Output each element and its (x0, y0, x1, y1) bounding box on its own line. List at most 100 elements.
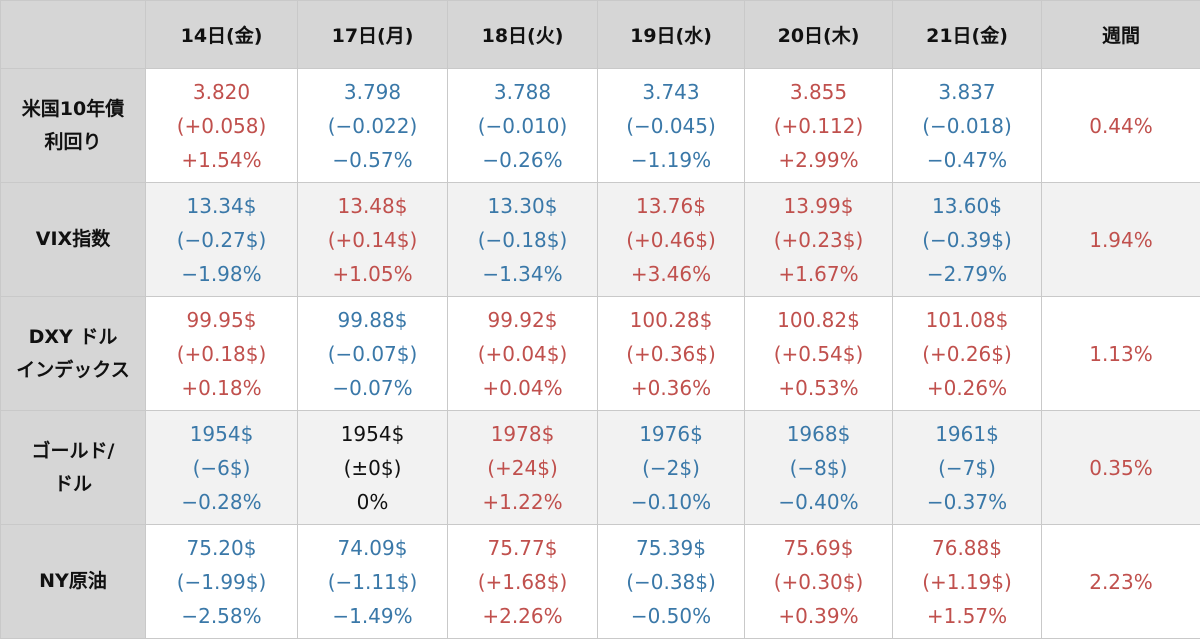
value-cell: 75.77$(+1.68$)+2.26% (448, 525, 598, 639)
cell-pct: −0.28% (146, 485, 297, 519)
cell-change: (−0.010) (448, 109, 597, 143)
value-cell: 1976$(−2$)−0.10% (598, 411, 745, 525)
value-cell: 100.28$(+0.36$)+0.36% (598, 297, 745, 411)
row-label: NY原油 (1, 525, 146, 639)
cell-value: 13.34$ (146, 189, 297, 223)
value-cell: 3.788(−0.010)−0.26% (448, 69, 598, 183)
cell-change: (−8$) (745, 451, 892, 485)
weekly-cell: 2.23% (1042, 525, 1200, 639)
cell-pct: −2.58% (146, 599, 297, 633)
value-cell: 99.95$(+0.18$)+0.18% (146, 297, 298, 411)
value-cell: 13.60$(−0.39$)−2.79% (893, 183, 1042, 297)
cell-pct: +1.67% (745, 257, 892, 291)
cell-change: (−0.27$) (146, 223, 297, 257)
cell-change: (+0.26$) (893, 337, 1041, 371)
cell-pct: −0.26% (448, 143, 597, 177)
cell-value: 1976$ (598, 417, 744, 451)
cell-change: (+1.19$) (893, 565, 1041, 599)
header-day: 19日(水) (598, 1, 745, 69)
cell-pct: −0.40% (745, 485, 892, 519)
value-cell: 3.743(−0.045)−1.19% (598, 69, 745, 183)
cell-value: 3.743 (598, 75, 744, 109)
cell-pct: −1.49% (298, 599, 447, 633)
cell-change: (+0.058) (146, 109, 297, 143)
cell-value: 1961$ (893, 417, 1041, 451)
cell-change: (+0.112) (745, 109, 892, 143)
cell-change: (−0.018) (893, 109, 1041, 143)
corner-cell (1, 1, 146, 69)
row-label: ゴールド/ ドル (1, 411, 146, 525)
weekly-cell: 1.94% (1042, 183, 1200, 297)
cell-change: (+0.18$) (146, 337, 297, 371)
cell-pct: −0.57% (298, 143, 447, 177)
cell-pct: +1.05% (298, 257, 447, 291)
weekly-cell: 0.35% (1042, 411, 1200, 525)
cell-pct: −0.47% (893, 143, 1041, 177)
cell-value: 13.30$ (448, 189, 597, 223)
cell-pct: −0.50% (598, 599, 744, 633)
cell-change: (+0.46$) (598, 223, 744, 257)
cell-change: (+0.04$) (448, 337, 597, 371)
cell-value: 13.99$ (745, 189, 892, 223)
cell-value: 99.88$ (298, 303, 447, 337)
row-label: VIX指数 (1, 183, 146, 297)
value-cell: 3.837(−0.018)−0.47% (893, 69, 1042, 183)
value-cell: 75.39$(−0.38$)−0.50% (598, 525, 745, 639)
value-cell: 13.30$(−0.18$)−1.34% (448, 183, 598, 297)
cell-pct: −0.37% (893, 485, 1041, 519)
cell-pct: −0.10% (598, 485, 744, 519)
cell-change: (−0.18$) (448, 223, 597, 257)
cell-pct: +1.57% (893, 599, 1041, 633)
value-cell: 1978$(+24$)+1.22% (448, 411, 598, 525)
cell-value: 75.39$ (598, 531, 744, 565)
cell-value: 3.798 (298, 75, 447, 109)
cell-pct: +1.54% (146, 143, 297, 177)
header-day: 14日(金) (146, 1, 298, 69)
header-row: 14日(金) 17日(月) 18日(火) 19日(水) 20日(木) 21日(金… (1, 1, 1200, 69)
cell-change: (−1.11$) (298, 565, 447, 599)
cell-value: 3.788 (448, 75, 597, 109)
value-cell: 99.88$(−0.07$)−0.07% (298, 297, 448, 411)
cell-pct: +0.39% (745, 599, 892, 633)
cell-pct: +0.53% (745, 371, 892, 405)
value-cell: 1954$(−6$)−0.28% (146, 411, 298, 525)
cell-value: 76.88$ (893, 531, 1041, 565)
cell-value: 3.820 (146, 75, 297, 109)
cell-pct: +0.36% (598, 371, 744, 405)
cell-change: (−0.022) (298, 109, 447, 143)
header-day: 21日(金) (893, 1, 1042, 69)
weekly-cell: 0.44% (1042, 69, 1200, 183)
cell-pct: +0.04% (448, 371, 597, 405)
cell-pct: +2.99% (745, 143, 892, 177)
value-cell: 13.76$(+0.46$)+3.46% (598, 183, 745, 297)
cell-change: (+1.68$) (448, 565, 597, 599)
cell-value: 3.837 (893, 75, 1041, 109)
weekly-cell: 1.13% (1042, 297, 1200, 411)
cell-value: 100.28$ (598, 303, 744, 337)
cell-pct: −0.07% (298, 371, 447, 405)
cell-value: 13.76$ (598, 189, 744, 223)
cell-change: (−0.39$) (893, 223, 1041, 257)
cell-value: 13.48$ (298, 189, 447, 223)
cell-pct: −1.98% (146, 257, 297, 291)
value-cell: 3.855(+0.112)+2.99% (745, 69, 893, 183)
value-cell: 13.99$(+0.23$)+1.67% (745, 183, 893, 297)
cell-value: 13.60$ (893, 189, 1041, 223)
cell-change: (+0.14$) (298, 223, 447, 257)
cell-value: 75.77$ (448, 531, 597, 565)
cell-value: 101.08$ (893, 303, 1041, 337)
cell-change: (−0.07$) (298, 337, 447, 371)
cell-change: (+0.54$) (745, 337, 892, 371)
cell-change: (−2$) (598, 451, 744, 485)
cell-pct: 0% (298, 485, 447, 519)
cell-value: 1978$ (448, 417, 597, 451)
cell-value: 3.855 (745, 75, 892, 109)
header-day: 18日(火) (448, 1, 598, 69)
cell-value: 1954$ (298, 417, 447, 451)
cell-pct: +1.22% (448, 485, 597, 519)
value-cell: 101.08$(+0.26$)+0.26% (893, 297, 1042, 411)
